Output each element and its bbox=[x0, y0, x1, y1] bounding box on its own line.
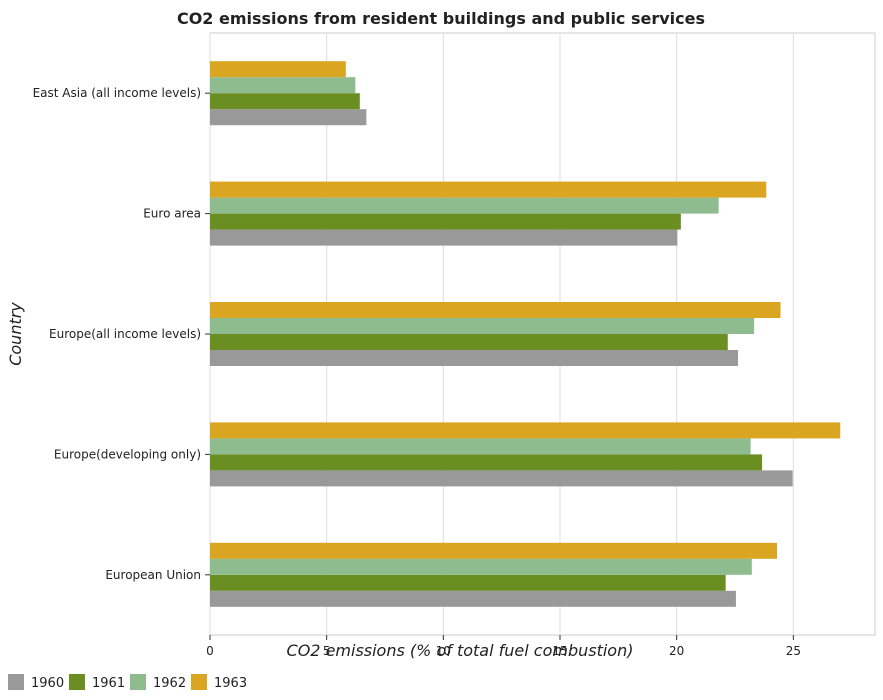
bar-1963-1 bbox=[210, 181, 767, 198]
legend-label-1962: 1962 bbox=[153, 676, 186, 691]
x-tick-label: 15 bbox=[552, 644, 567, 658]
bar-1963-2 bbox=[210, 302, 781, 318]
y-tick-label: Europe(all income levels) bbox=[49, 327, 201, 341]
bar-1962-0 bbox=[210, 77, 356, 94]
bar-1962-3 bbox=[210, 438, 751, 455]
bar-1963-3 bbox=[210, 422, 841, 439]
bar-1960-2 bbox=[210, 350, 739, 366]
x-axis-title: CO2 emissions (% of total fuel combustio… bbox=[287, 641, 634, 660]
y-tick-label: Europe(developing only) bbox=[54, 447, 201, 461]
y-tick-label: Euro area bbox=[143, 207, 201, 221]
bar-1962-4 bbox=[210, 558, 752, 575]
bar-1962-2 bbox=[210, 318, 755, 334]
bar-1961-1 bbox=[210, 213, 681, 230]
x-tick-label: 0 bbox=[206, 644, 214, 658]
bar-1961-3 bbox=[210, 454, 763, 471]
bar-1960-0 bbox=[210, 109, 367, 126]
x-tick-label: 5 bbox=[323, 644, 331, 658]
legend-swatch-1962 bbox=[130, 674, 146, 690]
bar-1961-0 bbox=[210, 93, 360, 110]
bar-1961-2 bbox=[210, 334, 728, 350]
x-tick-label: 20 bbox=[669, 644, 684, 658]
legend-label-1963: 1963 bbox=[214, 676, 247, 691]
y-axis-title: Country bbox=[6, 302, 25, 366]
legend-swatch-1960 bbox=[8, 674, 24, 690]
bars bbox=[210, 61, 841, 607]
x-tick-label: 25 bbox=[786, 644, 801, 658]
legend: 1960 1961 1962 1963 bbox=[8, 674, 247, 691]
bar-1963-0 bbox=[210, 61, 346, 78]
y-ticks: East Asia (all income levels) Euro area Eu… bbox=[33, 86, 210, 582]
bar-1960-3 bbox=[210, 470, 793, 487]
y-tick-label: European Union bbox=[105, 568, 201, 582]
bar-1960-1 bbox=[210, 229, 678, 246]
legend-label-1961: 1961 bbox=[92, 676, 125, 691]
x-tick-label: 10 bbox=[436, 644, 451, 658]
x-ticks: 0 5 10 15 20 25 bbox=[206, 635, 801, 658]
legend-swatch-1961 bbox=[69, 674, 85, 690]
bar-1960-4 bbox=[210, 590, 736, 607]
bar-1961-4 bbox=[210, 574, 726, 591]
bar-1963-4 bbox=[210, 542, 777, 559]
bar-1962-1 bbox=[210, 197, 719, 214]
legend-label-1960: 1960 bbox=[31, 676, 64, 691]
chart-title: CO2 emissions from resident buildings an… bbox=[177, 9, 705, 28]
legend-swatch-1963 bbox=[191, 674, 207, 690]
y-tick-label: East Asia (all income levels) bbox=[33, 86, 201, 100]
